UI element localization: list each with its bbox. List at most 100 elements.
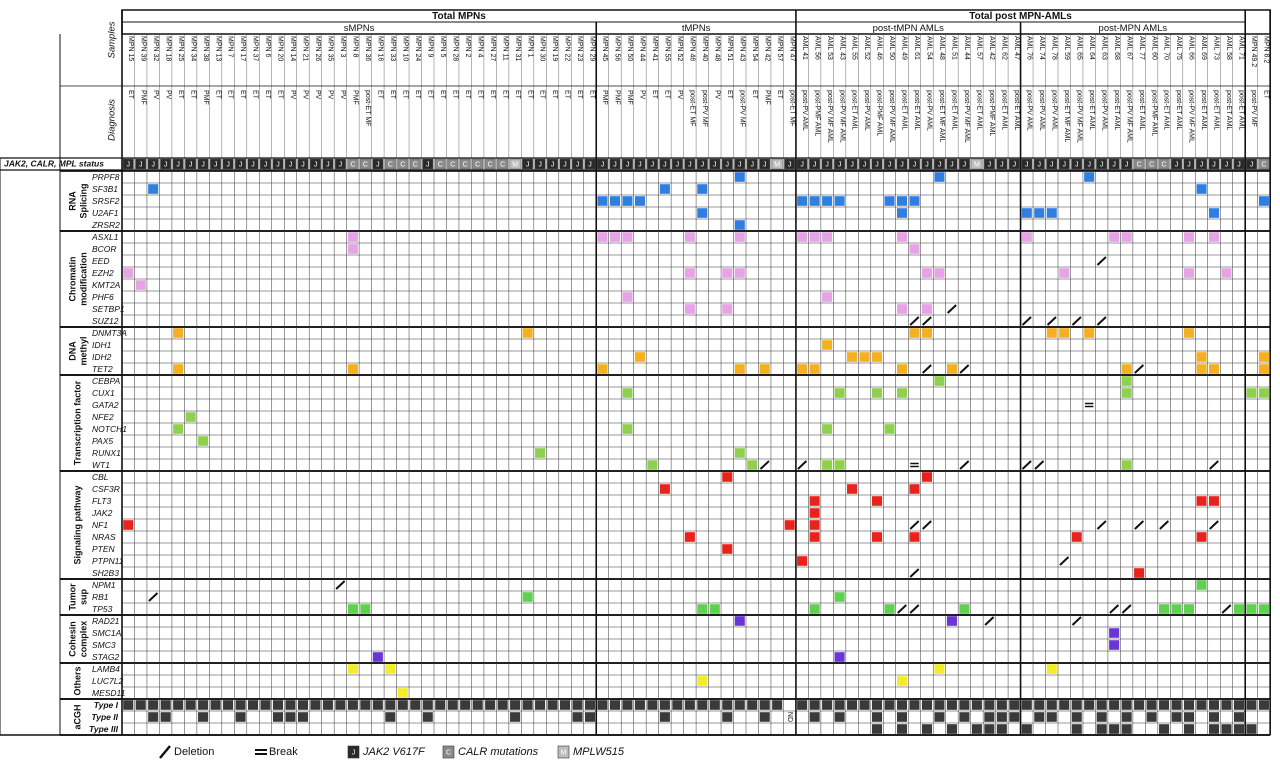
gene-name: ASXL1 — [91, 232, 119, 242]
sample-name: MPN 24 — [414, 36, 421, 61]
status-cell — [210, 158, 222, 170]
mutation-cell — [797, 196, 808, 206]
mutation-cell — [634, 196, 645, 206]
legend-deletion: Deletion — [174, 746, 214, 758]
mutation-cell — [934, 712, 945, 722]
mutation-cell — [1046, 328, 1057, 338]
status-letter: J — [688, 161, 692, 168]
gene-name: WT1 — [92, 460, 110, 470]
mutation-cell — [684, 268, 695, 278]
deletion-mark — [797, 460, 808, 470]
mutation-cell — [884, 196, 895, 206]
mutation-cell — [1208, 364, 1220, 374]
deletion-mark — [909, 316, 920, 326]
mutation-cell — [1121, 364, 1132, 374]
diagnosis: PV — [327, 90, 334, 100]
category-label: Tumor — [67, 583, 77, 611]
gene-name: BCOR — [92, 244, 117, 254]
mutation-cell — [1208, 208, 1220, 218]
mutation-cell — [722, 304, 733, 314]
mutation-cell — [734, 172, 745, 182]
status-cell — [447, 158, 459, 170]
mutation-cell — [921, 472, 932, 482]
status-letter: J — [663, 161, 667, 168]
mutation-cell — [560, 700, 571, 710]
gene-name: DNMT3A — [92, 328, 127, 338]
mutation-cell — [822, 460, 833, 470]
diagnosis: ET — [651, 90, 658, 100]
status-cell — [172, 158, 184, 170]
mutation-cell — [884, 700, 895, 710]
mutation-cell — [847, 352, 858, 362]
sample-name: MPN 26 — [314, 36, 321, 61]
diagnosis: post-PV MF — [701, 90, 708, 127]
mutation-cell — [1184, 604, 1195, 614]
gene-name: Type II — [91, 712, 118, 722]
sample-name: MPN 50 — [626, 36, 633, 61]
mutation-cell — [984, 724, 995, 734]
status-cell — [759, 158, 771, 170]
status-cell — [334, 158, 346, 170]
sample-name: AML 75 — [1175, 36, 1182, 60]
status-letter: J — [314, 161, 318, 168]
status-letter: C — [463, 161, 468, 168]
mutation-cell — [385, 712, 396, 722]
mutation-cell — [909, 700, 920, 710]
deletion-mark — [1046, 316, 1057, 326]
status-letter: J — [226, 161, 230, 168]
mutation-cell — [834, 592, 845, 602]
diagnosis: ET — [426, 90, 433, 100]
diagnosis: ET — [514, 90, 521, 100]
diagnosis: PV — [339, 90, 346, 100]
mutation-cell — [1221, 724, 1232, 734]
mutation-cell — [272, 700, 284, 710]
mutation-cell — [709, 604, 720, 614]
mutation-cell — [684, 232, 695, 242]
sample-name: AML 74 — [1038, 36, 1045, 60]
mutation-cell — [697, 676, 708, 686]
diagnosis: ET — [214, 90, 221, 100]
mutation-cell — [697, 604, 708, 614]
mutation-cell — [1146, 712, 1157, 722]
mutation-cell — [148, 184, 159, 194]
status-cell — [309, 158, 321, 170]
sample-name: AML 51 — [951, 36, 958, 60]
deletion-mark — [1096, 256, 1107, 266]
mutation-cell — [410, 700, 421, 710]
status-letter: J — [863, 161, 867, 168]
status-letter: J — [139, 161, 143, 168]
diagnosis: post-PMF AML — [988, 90, 995, 136]
mutation-cell — [1109, 640, 1120, 650]
mutation-cell — [1109, 232, 1120, 242]
mutation-cell — [659, 484, 670, 494]
sample-name: MPN 36 — [364, 36, 371, 61]
category-label: Chromatin — [67, 257, 77, 302]
diagnosis: ET — [576, 90, 583, 100]
total-mpns-header: Total MPNs — [432, 11, 486, 22]
status-letter: C — [1261, 161, 1266, 168]
status-letter: C — [500, 161, 505, 168]
deletion-mark — [897, 604, 907, 614]
sample-name: AML 78 — [1050, 36, 1057, 60]
gene-name: PTPN11 — [92, 556, 124, 566]
mutation-cell — [472, 700, 483, 710]
mutation-cell — [510, 712, 521, 722]
mutation-cell — [934, 268, 945, 278]
status-letter: J — [526, 161, 530, 168]
mutation-cell — [697, 700, 708, 710]
gene-name: PAX5 — [92, 436, 113, 446]
gene-name: SMC3 — [92, 640, 116, 650]
diagnosis: post-PMF AML — [876, 90, 883, 136]
diagnosis: ET — [564, 90, 571, 100]
sample-name: MPN 8.2 — [1263, 36, 1270, 63]
status-cell — [996, 158, 1008, 170]
sample-name: MPN 6 — [264, 36, 271, 58]
sample-name: AML 76 — [1025, 36, 1032, 60]
gene-name: STAG2 — [92, 652, 120, 662]
diagnosis: post-PMF AML — [1150, 90, 1157, 136]
diagnosis: PV — [152, 90, 159, 100]
mutation-cell — [148, 712, 159, 722]
status-cell — [1245, 158, 1257, 170]
mutation-cell — [921, 304, 932, 314]
deletion-mark — [909, 568, 920, 578]
